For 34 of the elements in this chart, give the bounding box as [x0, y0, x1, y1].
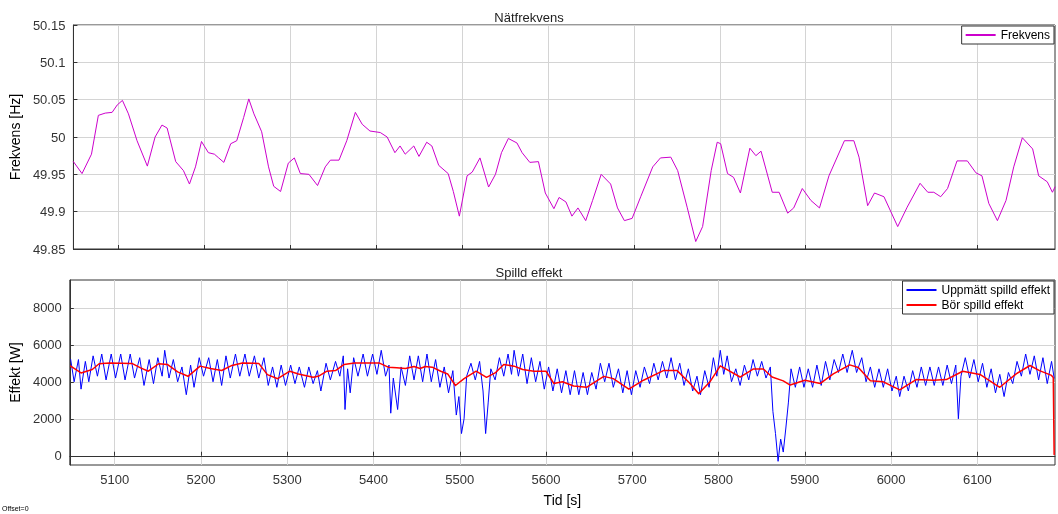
- y-tick-label: 49.9: [40, 204, 66, 220]
- x-tick-label: 5500: [445, 472, 475, 487]
- x-axis-title: Tid [s]: [543, 492, 582, 508]
- y-tick-label: 2000: [32, 411, 62, 427]
- y-tick-label: 49.85: [32, 241, 66, 257]
- x-tick-label: 5100: [100, 472, 130, 487]
- x-tick-label: 6000: [876, 472, 906, 487]
- x-tick-label: 5300: [272, 472, 302, 487]
- x-tick-label: 5900: [790, 472, 820, 487]
- y-tick-label: 6000: [32, 337, 62, 353]
- x-tick-label: 5700: [617, 472, 647, 487]
- line-series: [72, 98, 1056, 243]
- x-tick-label: 5400: [359, 472, 388, 487]
- legend-label: Frekvens: [1000, 28, 1051, 42]
- x-tick-label: 5800: [704, 472, 734, 487]
- y-axis-title: Effekt [W]: [7, 342, 23, 403]
- y-tick-label: 4000: [32, 374, 62, 390]
- y-tick-label: 0: [54, 448, 62, 464]
- chart-title: Nätfrekvens: [494, 10, 565, 25]
- y-tick-label: 50.05: [32, 92, 66, 108]
- y-tick-label: 50.1: [40, 54, 66, 70]
- y-axis-title: Frekvens [Hz]: [7, 93, 23, 181]
- y-tick-label: 49.95: [32, 166, 66, 182]
- x-tick-label: 5200: [186, 472, 216, 487]
- chart-title: Spilld effekt: [495, 265, 563, 280]
- legend-label: Uppmätt spilld effekt: [941, 283, 1051, 297]
- y-tick-label: 50: [50, 129, 66, 145]
- y-tick-label: 8000: [32, 300, 62, 316]
- x-tick-label: 6100: [962, 472, 992, 487]
- line-series: [69, 362, 1055, 456]
- x-tick-label: 5600: [531, 472, 561, 487]
- legend-label: Bör spilld effekt: [941, 298, 1024, 312]
- line-series: [70, 349, 1055, 462]
- y-tick-label: 50.15: [32, 17, 66, 33]
